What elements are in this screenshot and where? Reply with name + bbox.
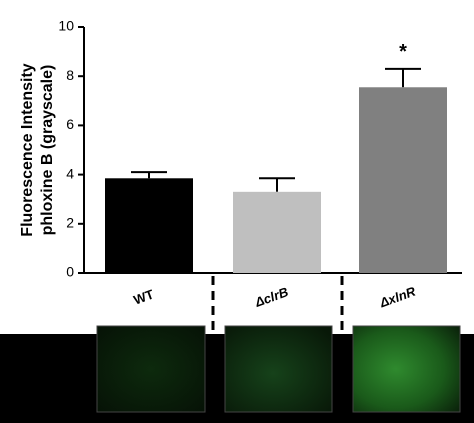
micrograph <box>96 325 206 413</box>
y-tick-label: 2 <box>66 215 74 231</box>
x-tick-label: ΔxlnR <box>377 283 418 310</box>
bar <box>359 87 447 274</box>
y-axis-label: phloxine B (grayscale) <box>39 65 56 236</box>
significance-marker: * <box>399 41 407 63</box>
micrograph <box>224 325 333 413</box>
y-axis-label: Fluorescence Intensity <box>19 63 36 236</box>
y-tick-label: 4 <box>66 165 74 181</box>
y-tick-label: 8 <box>66 67 74 83</box>
micrograph <box>352 325 461 413</box>
y-tick-label: 0 <box>66 264 74 280</box>
y-tick-label: 6 <box>66 116 74 132</box>
y-tick-label: 10 <box>58 18 74 34</box>
x-tick-label: WT <box>132 286 156 307</box>
x-tick-label: ΔclrB <box>252 284 290 310</box>
bar <box>105 178 193 273</box>
bar <box>233 191 321 273</box>
